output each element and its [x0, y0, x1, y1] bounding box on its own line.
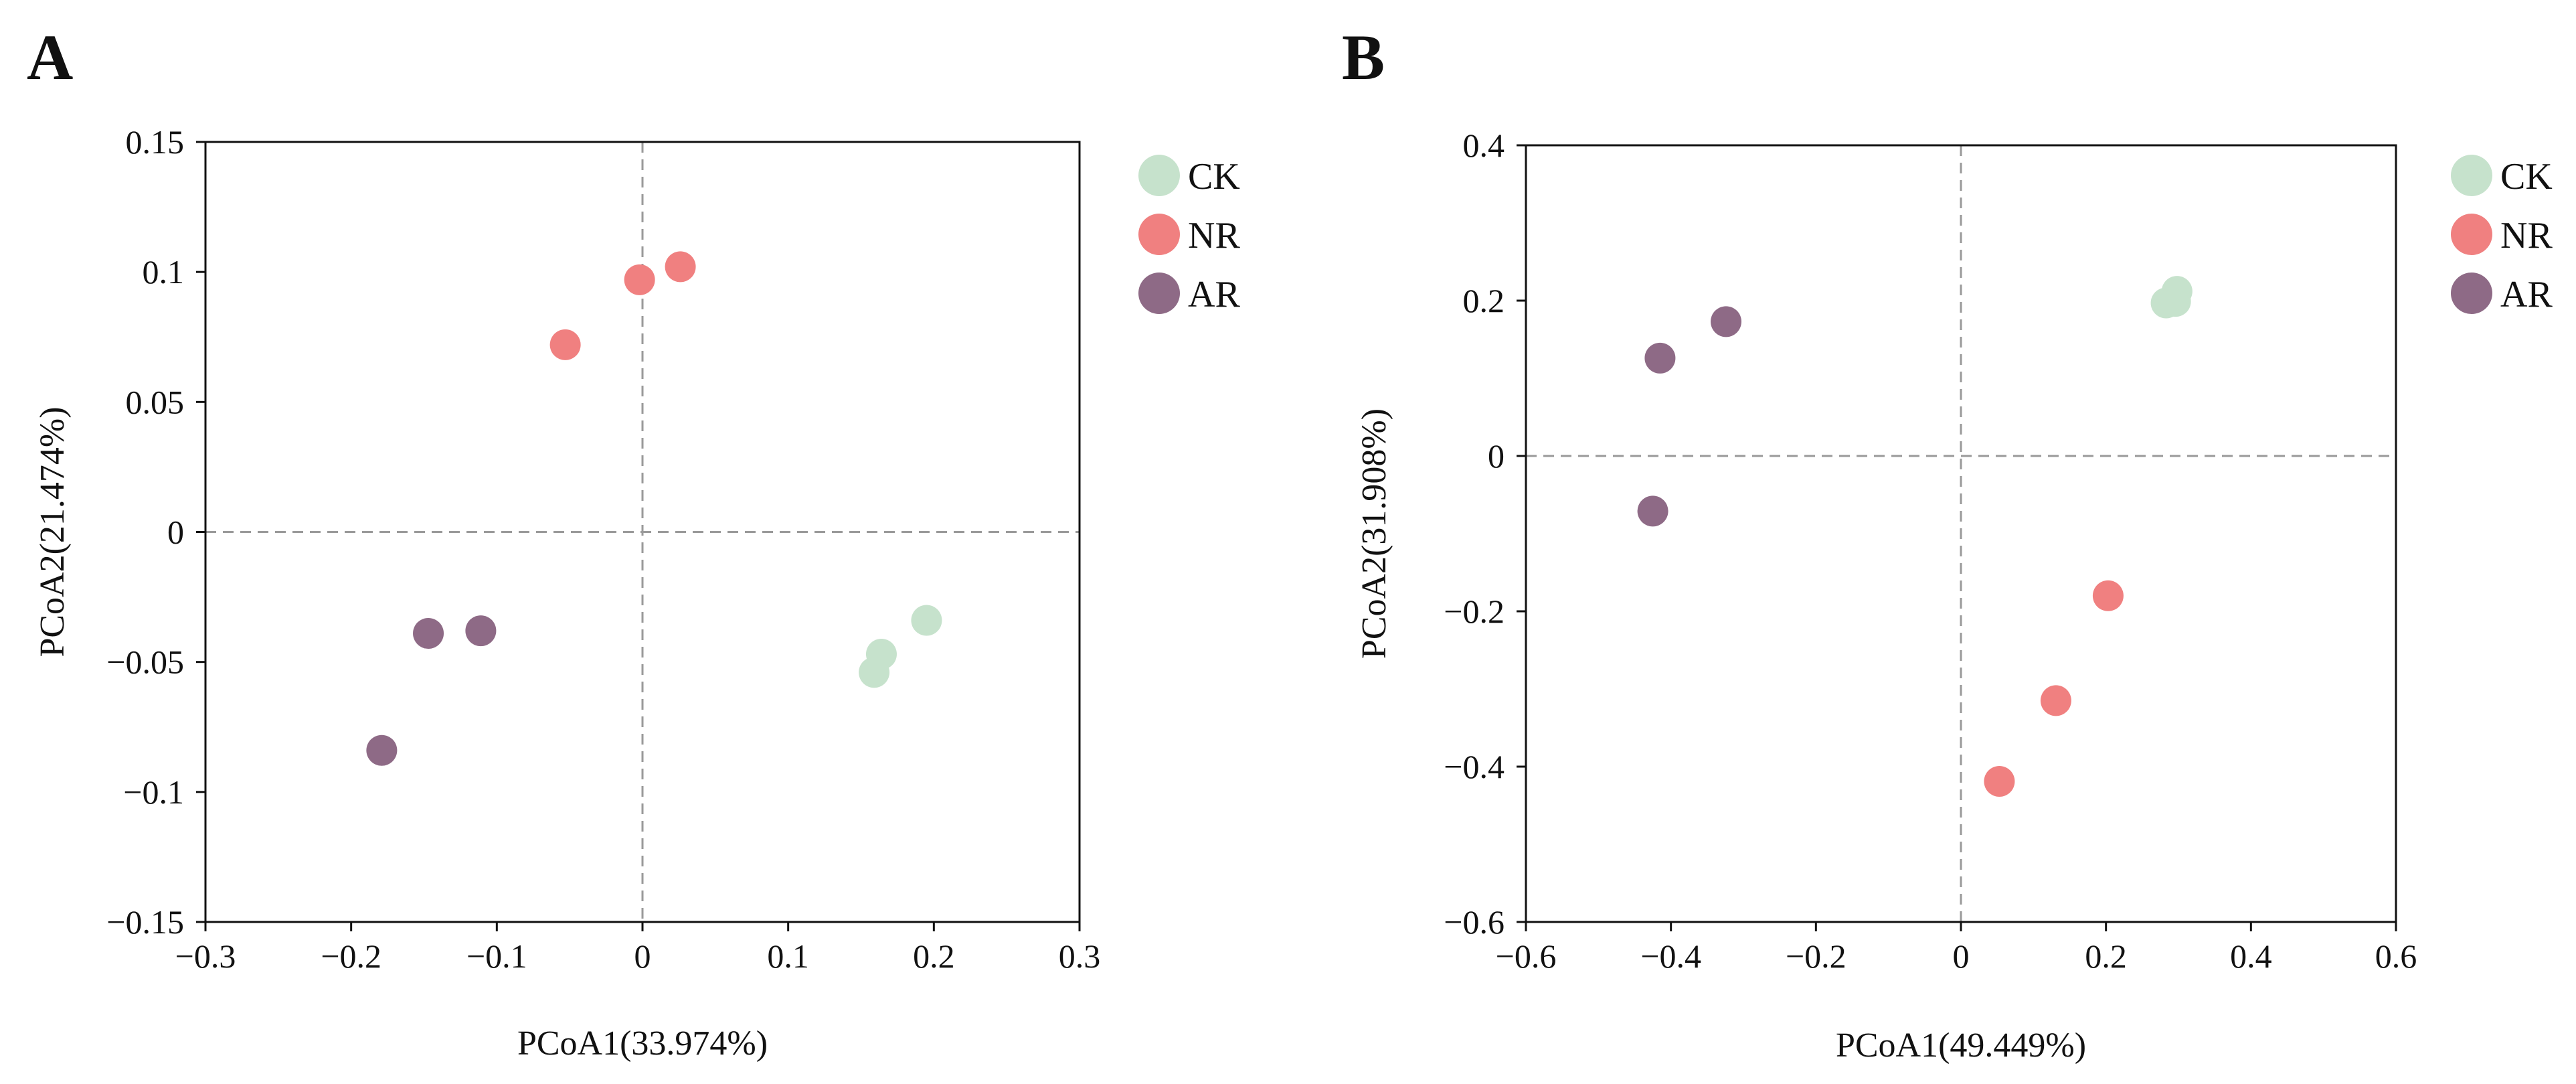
panel-b-x-tick-label: 0.2: [2085, 937, 2127, 975]
panel-b-point-nr: [2040, 685, 2071, 716]
panel-a-legend-marker-ck: [1138, 155, 1180, 196]
panel-a-y-tick-label: −0.15: [106, 903, 184, 941]
panel-a-letter: A: [27, 21, 73, 93]
panel-a-legend-label-ck: CK: [1188, 156, 1240, 198]
panel-a-point-nr: [549, 329, 581, 360]
panel-b-y-tick-label: 0.2: [1463, 282, 1505, 319]
panel-b-x-tick-label: 0: [1953, 937, 1970, 975]
panel-b-legend-label-nr: NR: [2500, 215, 2553, 256]
panel-b-legend-marker-ar: [2451, 273, 2492, 314]
panel-a-y-ticks: 0.15 0.1 0.05 0 −0.05 −0.1 −0.15: [106, 123, 205, 941]
panel-a-legend: CK NR AR: [1138, 155, 1240, 315]
panel-b-x-tick-label: 0.6: [2375, 937, 2417, 975]
panel-b-y-axis-label: PCoA2(31.908%): [1355, 408, 1393, 659]
panel-b-point-ar: [1637, 495, 1668, 527]
panel-b-point-nr: [1984, 766, 2015, 797]
panel-a-point-nr: [624, 264, 655, 295]
panel-b-x-tick-label: −0.2: [1786, 937, 1847, 975]
panel-a-point-ar: [366, 734, 398, 766]
panel-b-legend-label-ar: AR: [2500, 274, 2553, 315]
panel-b-point-ar: [1644, 342, 1676, 374]
panel-b-y-tick-label: 0.4: [1463, 127, 1505, 164]
panel-b: B −0.6 −0.4 −0.2 0 0.2 0.4 0.6 0.4 0.2 0 −0.2 −0.4…: [1342, 21, 2553, 1065]
panel-a-x-axis-label: PCoA1(33.974%): [517, 1024, 768, 1063]
panel-b-points: [1637, 276, 2193, 797]
panel-b-legend: CK NR AR: [2451, 155, 2553, 315]
panel-b-legend-marker-nr: [2451, 214, 2492, 255]
panel-b-x-tick-label: −0.4: [1640, 937, 1701, 975]
panel-a-y-tick-label: 0.1: [143, 253, 185, 291]
panel-b-y-tick-label: −0.2: [1444, 593, 1505, 630]
panel-a: A −0.3 −0.2 −0.1 0 0.1 0.2 0.3 0.150.10.050−0.…: [27, 21, 1240, 1063]
panel-a-point-ar: [465, 615, 497, 647]
panel-b-y-tick-label: −0.6: [1444, 903, 1505, 941]
panel-a-y-tick-label: −0.05: [106, 643, 184, 681]
panel-b-y-ticks: 0.4 0.2 0 −0.2 −0.4 −0.6: [1444, 127, 1526, 941]
panel-b-legend-marker-ck: [2451, 155, 2492, 196]
panel-b-legend-label-ck: CK: [2500, 156, 2553, 198]
panel-a-x-tick-label: −0.1: [466, 937, 527, 975]
panel-a-x-tick-label: −0.2: [321, 937, 381, 975]
panel-a-y-tick-label: 0.15: [126, 123, 185, 161]
panel-b-x-axis-label: PCoA1(49.449%): [1836, 1026, 2086, 1065]
panel-a-x-tick-label: 0: [634, 937, 651, 975]
panel-b-point-ar: [1711, 306, 1741, 337]
panel-b-point-ck: [2150, 287, 2182, 319]
panel-a-legend-marker-ar: [1138, 273, 1180, 314]
panel-b-x-ticks: −0.6 −0.4 −0.2 0 0.2 0.4 0.6: [1496, 922, 2417, 975]
panel-a-points: [366, 251, 942, 766]
panel-b-point-nr: [2092, 580, 2124, 611]
panel-a-x-tick-label: 0.1: [767, 937, 809, 975]
panel-a-legend-label-nr: NR: [1188, 215, 1240, 256]
panel-a-y-tick-label: −0.1: [123, 773, 184, 811]
panel-b-letter: B: [1342, 21, 1385, 93]
panel-a-legend-marker-nr: [1138, 214, 1180, 255]
panel-a-x-tick-label: −0.3: [175, 937, 236, 975]
panel-a-point-ck: [911, 605, 942, 636]
panel-a-x-tick-label: 0.3: [1059, 937, 1101, 975]
panel-a-point-nr: [665, 251, 696, 283]
panel-a-y-tick-label: 0: [167, 514, 184, 551]
panel-a-point-ar: [413, 617, 444, 649]
panel-a-x-tick-label: 0.2: [913, 937, 955, 975]
panel-a-y-axis-label: PCoA2(21.474%): [33, 406, 72, 657]
panel-a-legend-label-ar: AR: [1188, 274, 1240, 315]
panel-b-x-tick-label: 0.4: [2230, 937, 2272, 975]
panel-b-y-tick-label: 0: [1488, 437, 1505, 475]
panel-a-point-ck: [859, 657, 890, 688]
panel-b-x-tick-label: −0.6: [1496, 937, 1557, 975]
panel-a-y-tick-label: 0.05: [126, 383, 185, 420]
panel-a-x-ticks: −0.3 −0.2 −0.1 0 0.1 0.2 0.3: [175, 922, 1101, 975]
panel-b-y-tick-label: −0.4: [1444, 748, 1505, 785]
